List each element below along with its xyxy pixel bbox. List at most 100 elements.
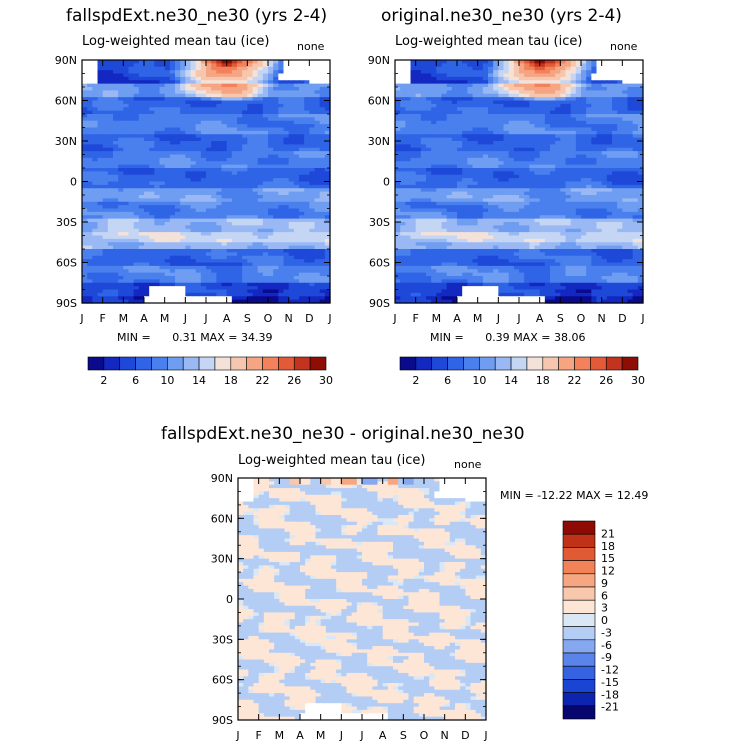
data-cell xyxy=(309,100,316,105)
data-cell xyxy=(144,157,150,162)
data-cell xyxy=(190,161,197,166)
data-cell xyxy=(304,93,310,98)
data-cell xyxy=(309,73,316,78)
data-cell xyxy=(252,181,259,186)
data-cell xyxy=(231,114,238,118)
data-cell xyxy=(257,130,264,135)
data-cell xyxy=(268,73,274,78)
data-cell xyxy=(190,147,197,152)
data-cell xyxy=(138,198,145,203)
data-cell xyxy=(82,174,88,179)
data-cell xyxy=(164,60,171,64)
data-cell xyxy=(138,97,145,102)
data-cell xyxy=(314,205,321,210)
data-cell xyxy=(149,208,155,213)
data-cell xyxy=(113,205,119,210)
data-cell xyxy=(175,154,181,159)
data-cell xyxy=(252,164,259,169)
data-cell xyxy=(154,144,161,149)
data-cell xyxy=(123,188,130,193)
data-cell xyxy=(159,87,166,91)
data-cell xyxy=(237,164,243,169)
data-cell xyxy=(123,93,130,98)
data-cell xyxy=(268,208,274,213)
data-cell xyxy=(293,137,300,142)
data-cell xyxy=(237,103,243,108)
data-cell xyxy=(82,103,88,108)
data-cell xyxy=(195,195,202,199)
data-cell xyxy=(242,205,248,210)
data-cell xyxy=(216,83,223,88)
data-cell xyxy=(309,164,316,169)
data-cell xyxy=(128,144,135,149)
data-cell xyxy=(82,124,88,129)
data-cell xyxy=(268,63,274,68)
data-cell xyxy=(278,198,285,203)
data-cell xyxy=(149,198,155,203)
data-cell xyxy=(304,168,310,172)
data-cell xyxy=(304,60,310,64)
data-cell xyxy=(299,76,305,81)
data-cell xyxy=(288,222,295,226)
data-cell xyxy=(92,164,99,169)
data-cell xyxy=(138,178,145,183)
data-cell xyxy=(87,60,93,64)
data-cell xyxy=(319,80,326,85)
data-cell xyxy=(154,157,161,162)
data-cell xyxy=(206,228,212,233)
data-cell xyxy=(304,124,310,129)
data-cell xyxy=(273,154,279,159)
data-cell xyxy=(231,93,238,98)
data-cell xyxy=(304,215,310,220)
data-cell xyxy=(180,100,186,105)
data-cell xyxy=(293,151,300,156)
data-cell xyxy=(123,225,130,230)
panel-1-subtitle: Log-weighted mean tau (ice) xyxy=(82,34,270,49)
data-cell xyxy=(299,114,305,118)
data-cell xyxy=(128,66,135,71)
data-cell xyxy=(299,130,305,135)
data-cell xyxy=(221,137,228,142)
data-cell xyxy=(113,66,119,71)
data-cell xyxy=(273,195,279,199)
data-cell xyxy=(102,181,109,186)
data-cell xyxy=(180,191,186,196)
data-cell xyxy=(299,93,305,98)
data-cell xyxy=(87,90,93,95)
data-cell xyxy=(319,83,326,88)
data-cell xyxy=(242,225,248,230)
data-cell xyxy=(211,76,217,81)
data-cell xyxy=(154,225,161,230)
data-cell xyxy=(190,222,197,226)
data-cell xyxy=(257,171,264,176)
data-cell xyxy=(87,134,93,139)
data-cell xyxy=(247,211,254,216)
data-cell xyxy=(107,147,114,152)
data-cell xyxy=(133,174,140,179)
data-cell xyxy=(164,147,171,152)
data-cell xyxy=(107,144,114,149)
data-cell xyxy=(304,90,310,95)
data-cell xyxy=(159,201,166,206)
data-cell xyxy=(87,66,93,71)
data-cell xyxy=(128,114,135,118)
data-cell xyxy=(164,137,171,142)
data-cell xyxy=(154,97,161,102)
data-cell xyxy=(273,124,279,129)
data-cell xyxy=(175,151,181,156)
data-cell xyxy=(128,137,135,142)
data-cell xyxy=(107,168,114,172)
data-cell xyxy=(87,97,93,102)
data-cell xyxy=(128,228,135,233)
data-cell xyxy=(138,110,145,115)
data-cell xyxy=(221,124,228,129)
data-cell xyxy=(190,127,197,132)
data-cell xyxy=(237,83,243,88)
data-cell xyxy=(309,151,316,156)
data-cell xyxy=(102,66,109,71)
data-cell xyxy=(154,107,161,112)
data-cell xyxy=(309,195,316,199)
data-cell xyxy=(262,73,269,78)
data-cell xyxy=(144,124,150,129)
data-cell xyxy=(97,198,104,203)
